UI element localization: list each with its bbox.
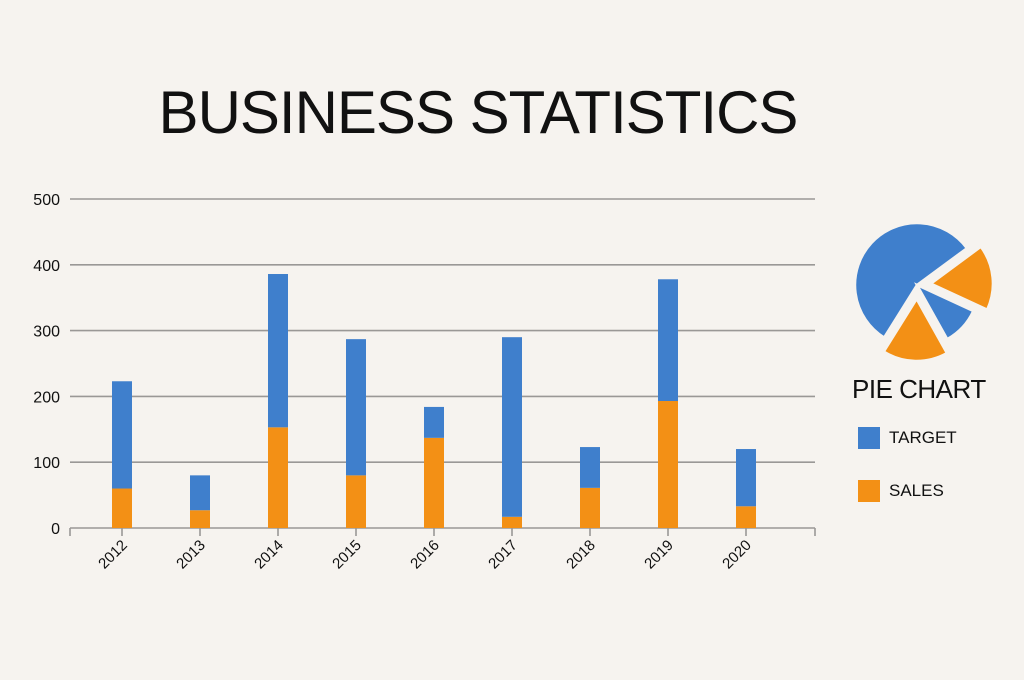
bar-segment-sales: [268, 427, 288, 528]
bar-segment-target: [580, 447, 600, 488]
bar-segment-target: [424, 406, 444, 438]
bar-segment-target: [112, 381, 132, 489]
bar-segment-target: [268, 274, 288, 428]
y-tick-label: 100: [33, 455, 60, 472]
bar-2017: [502, 337, 522, 528]
bar-2016: [424, 406, 444, 528]
bar-segment-sales: [580, 487, 600, 528]
bar-2012: [112, 381, 132, 528]
chart-title: BUSINESS STATISTICS: [158, 79, 799, 146]
bar-2018: [580, 447, 600, 528]
pie-slice-sales: [882, 296, 949, 363]
x-tick-label: 2018: [563, 537, 599, 573]
y-tick-label: 0: [51, 521, 60, 538]
bar-segment-sales: [736, 506, 756, 528]
legend-item-sales: SALES: [858, 480, 944, 502]
y-tick-label: 300: [33, 324, 60, 341]
x-tick-label: 2014: [251, 537, 287, 573]
bar-segment-sales: [190, 510, 210, 528]
pie-chart-title: PIE CHART: [852, 374, 986, 404]
pie-slice-target: [914, 282, 975, 341]
y-tick-label: 200: [33, 389, 60, 406]
x-tick-label: 2017: [485, 537, 521, 573]
bar-2019: [658, 279, 678, 528]
y-tick-label: 400: [33, 258, 60, 275]
bar-segment-target: [658, 279, 678, 402]
x-tick-label: 2016: [407, 537, 443, 573]
legend-swatch-sales: [858, 480, 880, 502]
legend-label-sales: SALES: [889, 481, 944, 500]
bar-2014: [268, 274, 288, 528]
bar-segment-target: [346, 339, 366, 476]
bar-segment-target: [502, 337, 522, 517]
pie-chart: [853, 221, 995, 363]
bar-segment-sales: [346, 475, 366, 528]
bar-segment-sales: [112, 488, 132, 528]
legend-label-target: TARGET: [889, 428, 957, 447]
x-tick-label: 2015: [329, 537, 365, 573]
pie-slice-target: [853, 221, 969, 340]
bar-2020: [736, 449, 756, 528]
x-tick-label: 2012: [95, 537, 131, 573]
bar-segment-target: [190, 475, 210, 511]
x-tick-label: 2013: [173, 537, 209, 573]
bar-segment-sales: [658, 401, 678, 528]
bar-2013: [190, 475, 210, 528]
legend-swatch-target: [858, 427, 880, 449]
pie-slice-sales: [928, 245, 995, 312]
legend-item-target: TARGET: [858, 427, 957, 449]
x-tick-label: 2020: [719, 537, 755, 573]
bar-segment-sales: [424, 437, 444, 528]
y-tick-label: 500: [33, 192, 60, 209]
bar-segment-target: [736, 449, 756, 507]
bar-segment-sales: [502, 516, 522, 528]
bar-2015: [346, 339, 366, 528]
x-tick-label: 2019: [641, 537, 677, 573]
